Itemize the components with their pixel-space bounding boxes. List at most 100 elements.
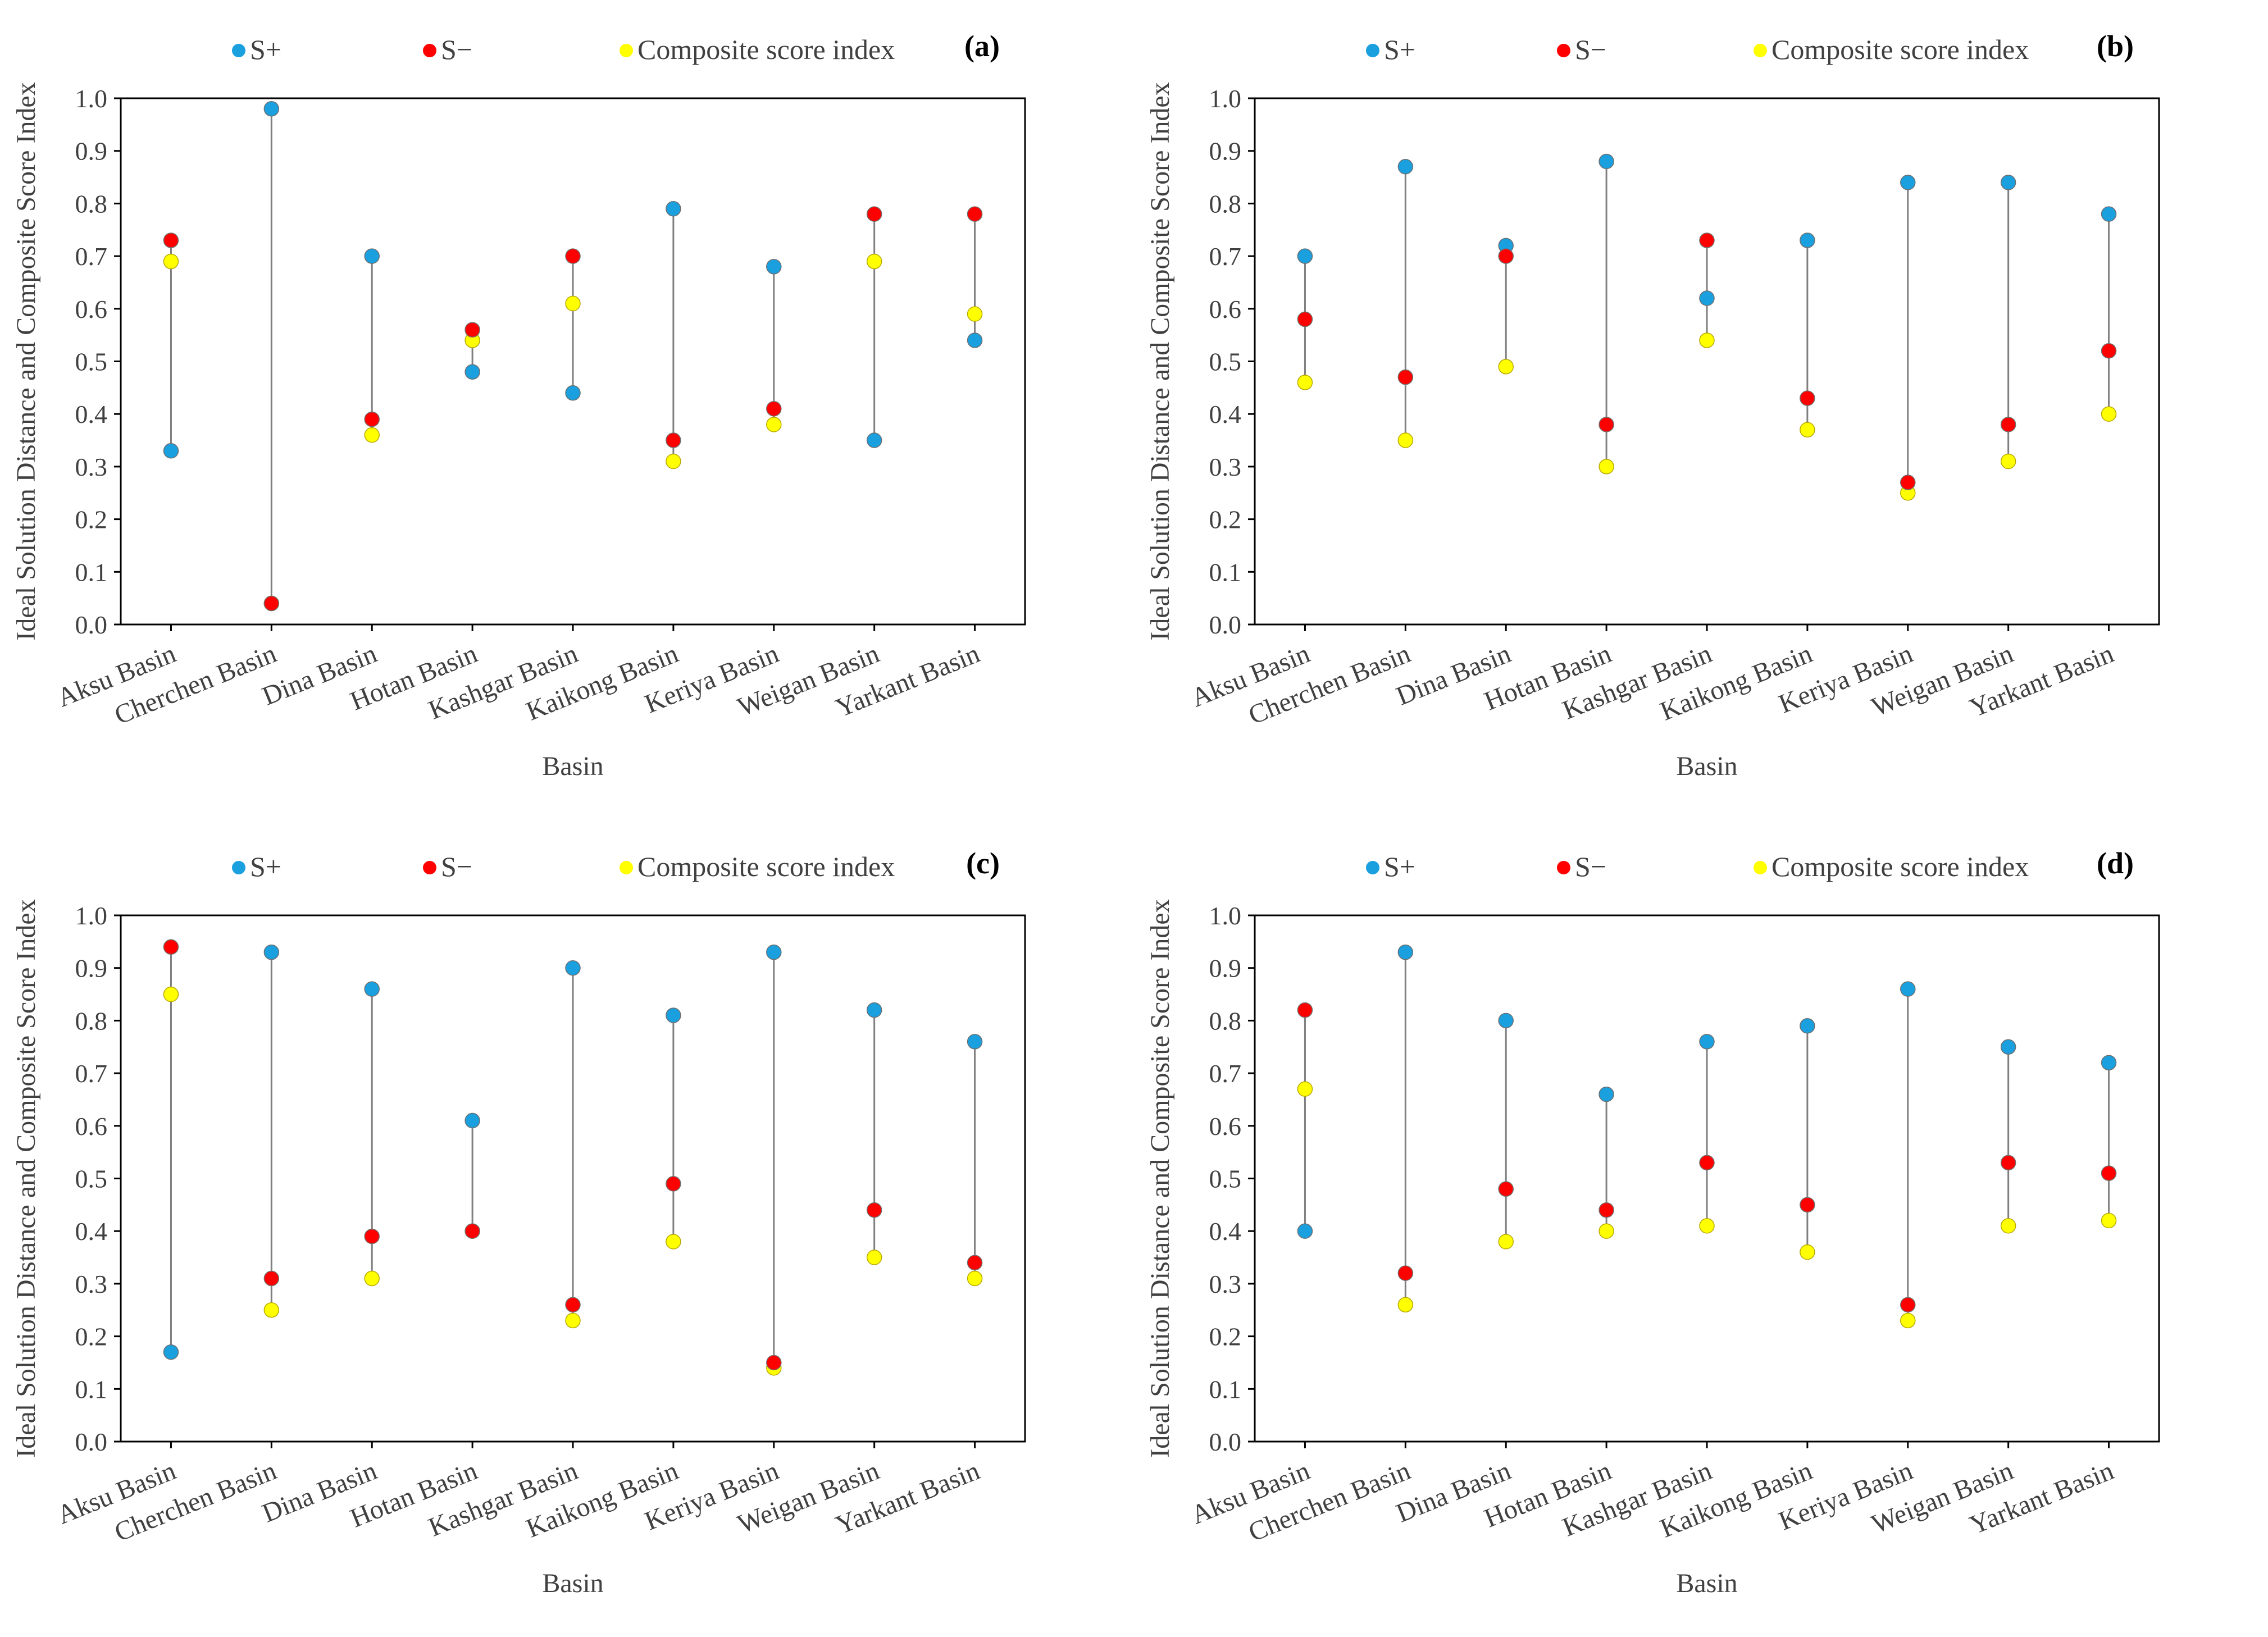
point-s-keriya-basin	[766, 1355, 782, 1371]
y-tick-label: 0.8	[1209, 189, 1242, 218]
point-s-dina-basin	[1498, 1013, 1514, 1029]
panel-label: (a)	[964, 29, 1000, 63]
legend-marker-s	[1557, 44, 1570, 57]
legend-marker-s	[1366, 44, 1379, 57]
y-tick-label: 0.7	[1209, 242, 1242, 271]
point-s-keriya-basin	[1900, 475, 1916, 490]
point-s-dina-basin	[364, 411, 380, 427]
point-s-hotan-basin	[464, 1112, 480, 1129]
point-s-keriya-basin	[1900, 981, 1916, 997]
legend-label-composite-score-index: Composite score index	[1771, 851, 2029, 882]
point-s-kashgar-basin	[1699, 1155, 1715, 1171]
point-s-yarkant-basin	[967, 206, 983, 222]
point-s-hotan-basin	[1598, 153, 1614, 170]
y-tick-label: 0.3	[75, 453, 108, 481]
point-s-dina-basin	[364, 1228, 380, 1244]
point-composite-score-index-kaikong-basin	[1800, 1244, 1815, 1260]
point-composite-score-index-keriya-basin	[1900, 1312, 1916, 1329]
point-s-dina-basin	[1498, 1181, 1514, 1197]
legend-marker-s	[423, 44, 436, 57]
y-tick-label: 0.0	[1209, 1428, 1242, 1456]
y-tick-label: 0.9	[75, 954, 108, 983]
y-tick-label: 0.0	[75, 610, 108, 639]
point-s-yarkant-basin	[967, 332, 983, 348]
point-s-yarkant-basin	[2101, 1055, 2117, 1071]
point-s-weigan-basin	[2000, 417, 2016, 432]
legend-marker-s	[232, 44, 245, 57]
point-s-dina-basin	[1498, 248, 1514, 264]
point-s-hotan-basin	[1598, 417, 1614, 432]
y-tick-label: 0.4	[75, 400, 108, 428]
point-s-kaikong-basin	[666, 1007, 681, 1023]
legend-marker-composite-score-index	[1754, 44, 1767, 57]
point-composite-score-index-weigan-basin	[866, 253, 882, 270]
point-composite-score-index-kaikong-basin	[1800, 422, 1815, 438]
legend-label-s: S+	[1384, 851, 1415, 882]
point-s-cherchen-basin	[1397, 159, 1414, 175]
point-s-hotan-basin	[1598, 1086, 1614, 1102]
legend-label-composite-score-index: Composite score index	[637, 34, 895, 65]
point-s-kashgar-basin	[565, 385, 581, 401]
y-tick-label: 0.6	[75, 1112, 108, 1141]
y-tick-label: 0.7	[75, 1059, 108, 1088]
y-tick-label: 0.5	[75, 1165, 108, 1193]
point-s-kaikong-basin	[666, 432, 681, 448]
y-tick-label: 0.4	[1209, 1217, 1242, 1246]
point-s-keriya-basin	[1900, 1297, 1916, 1313]
legend-marker-s	[423, 861, 436, 874]
y-axis-title: Ideal Solution Distance and Composite Sc…	[1145, 82, 1175, 640]
legend-marker-composite-score-index	[620, 861, 633, 874]
legend-label-s: S−	[1575, 851, 1606, 882]
point-s-weigan-basin	[2000, 175, 2016, 190]
point-s-cherchen-basin	[263, 944, 280, 960]
y-tick-label: 0.7	[1209, 1059, 1242, 1088]
point-s-cherchen-basin	[1397, 944, 1414, 960]
point-composite-score-index-dina-basin	[1498, 1234, 1514, 1250]
y-tick-label: 0.9	[75, 137, 108, 166]
point-s-weigan-basin	[866, 432, 882, 448]
point-s-yarkant-basin	[967, 1034, 983, 1050]
point-composite-score-index-aksu-basin	[1297, 1081, 1313, 1097]
y-axis-title: Ideal Solution Distance and Composite Sc…	[11, 899, 41, 1457]
point-s-aksu-basin	[1297, 311, 1313, 327]
point-composite-score-index-yarkant-basin	[967, 306, 983, 322]
y-tick-label: 0.1	[1209, 558, 1242, 586]
point-s-aksu-basin	[163, 443, 179, 459]
point-composite-score-index-weigan-basin	[2000, 1218, 2016, 1234]
point-composite-score-index-cherchen-basin	[1397, 432, 1414, 448]
point-composite-score-index-weigan-basin	[866, 1250, 882, 1265]
point-s-cherchen-basin	[1397, 369, 1414, 385]
y-tick-label: 0.2	[1209, 505, 1242, 534]
legend-label-composite-score-index: Composite score index	[637, 851, 895, 882]
y-tick-label: 1.0	[75, 901, 108, 930]
point-s-yarkant-basin	[967, 1255, 983, 1271]
y-tick-label: 0.3	[1209, 453, 1242, 481]
point-s-keriya-basin	[766, 401, 782, 417]
legend-marker-s	[1366, 861, 1379, 874]
point-composite-score-index-cherchen-basin	[1397, 1297, 1414, 1313]
legend-label-s: S+	[250, 851, 281, 882]
point-s-kashgar-basin	[1699, 290, 1715, 306]
x-axis-title: Basin	[542, 1568, 603, 1598]
y-tick-label: 0.5	[1209, 1165, 1242, 1193]
point-s-kaikong-basin	[666, 201, 681, 217]
panel-label: (c)	[966, 846, 1000, 880]
point-s-weigan-basin	[866, 1202, 882, 1218]
y-tick-label: 0.4	[75, 1217, 108, 1246]
y-tick-label: 0.1	[1209, 1375, 1242, 1403]
x-axis-title: Basin	[542, 751, 603, 781]
point-composite-score-index-yarkant-basin	[967, 1270, 983, 1287]
y-tick-label: 0.6	[1209, 295, 1242, 323]
y-tick-label: 0.5	[75, 348, 108, 376]
panel-label: (b)	[2097, 29, 2134, 63]
point-s-hotan-basin	[464, 364, 480, 380]
legend-marker-composite-score-index	[620, 44, 633, 57]
point-composite-score-index-kashgar-basin	[1699, 1218, 1715, 1234]
y-tick-label: 0.9	[1209, 954, 1242, 983]
legend-label-s: S−	[441, 851, 472, 882]
legend-marker-s	[232, 861, 245, 874]
